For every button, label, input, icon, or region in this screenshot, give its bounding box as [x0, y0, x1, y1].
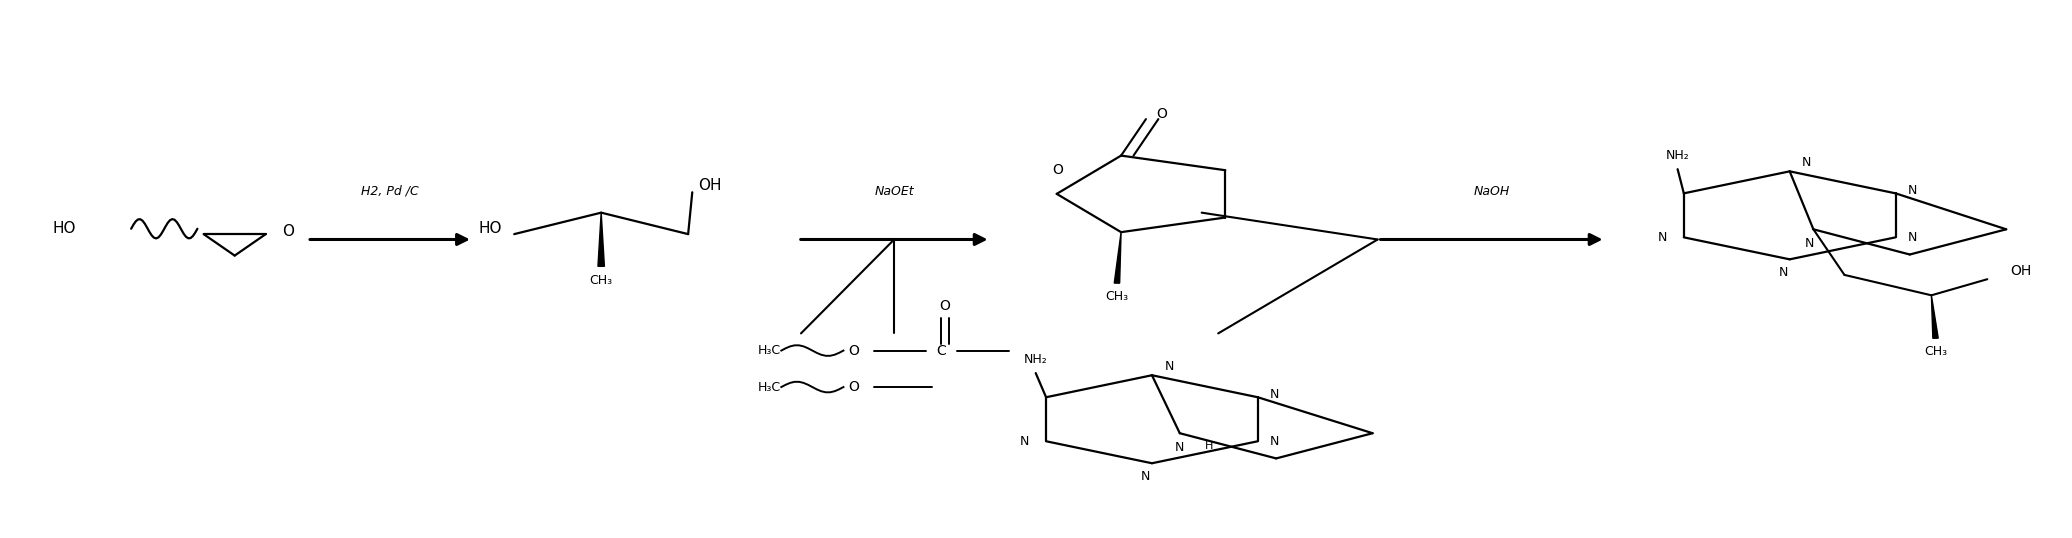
Text: HO: HO	[52, 221, 77, 236]
Text: OH: OH	[2010, 264, 2031, 278]
Text: N: N	[1778, 266, 1788, 279]
Text: H₃C: H₃C	[758, 344, 781, 357]
Text: O: O	[1053, 164, 1063, 178]
Text: N: N	[1175, 441, 1185, 454]
Text: O: O	[282, 224, 294, 239]
Text: N: N	[1019, 435, 1030, 448]
Text: N: N	[1805, 237, 1813, 250]
Text: NaOEt: NaOEt	[874, 185, 914, 197]
Text: NaOH: NaOH	[1473, 185, 1510, 197]
Text: NH₂: NH₂	[1666, 149, 1689, 162]
Text: NH₂: NH₂	[1024, 353, 1048, 366]
Text: N: N	[1142, 470, 1150, 483]
Text: N: N	[1908, 231, 1917, 244]
Text: O: O	[939, 299, 951, 313]
Text: N: N	[1803, 155, 1811, 168]
Text: N: N	[1270, 388, 1280, 401]
Polygon shape	[599, 213, 605, 266]
Text: CH₃: CH₃	[1925, 345, 1948, 358]
Text: H2, Pd /C: H2, Pd /C	[361, 185, 419, 197]
Text: CH₃: CH₃	[591, 274, 613, 287]
Text: N: N	[1270, 435, 1280, 448]
Polygon shape	[1115, 232, 1121, 283]
Text: O: O	[1156, 107, 1167, 121]
Text: O: O	[847, 380, 860, 394]
Text: C: C	[937, 344, 945, 358]
Text: OH: OH	[698, 178, 721, 193]
Polygon shape	[1931, 295, 1937, 338]
Text: H: H	[1204, 441, 1212, 451]
Text: H₃C: H₃C	[758, 380, 781, 394]
Text: CH₃: CH₃	[1104, 290, 1129, 303]
Text: HO: HO	[479, 221, 501, 236]
Text: O: O	[847, 344, 860, 358]
Text: N: N	[1908, 184, 1917, 197]
Text: N: N	[1164, 359, 1173, 373]
Text: N: N	[1658, 231, 1668, 244]
